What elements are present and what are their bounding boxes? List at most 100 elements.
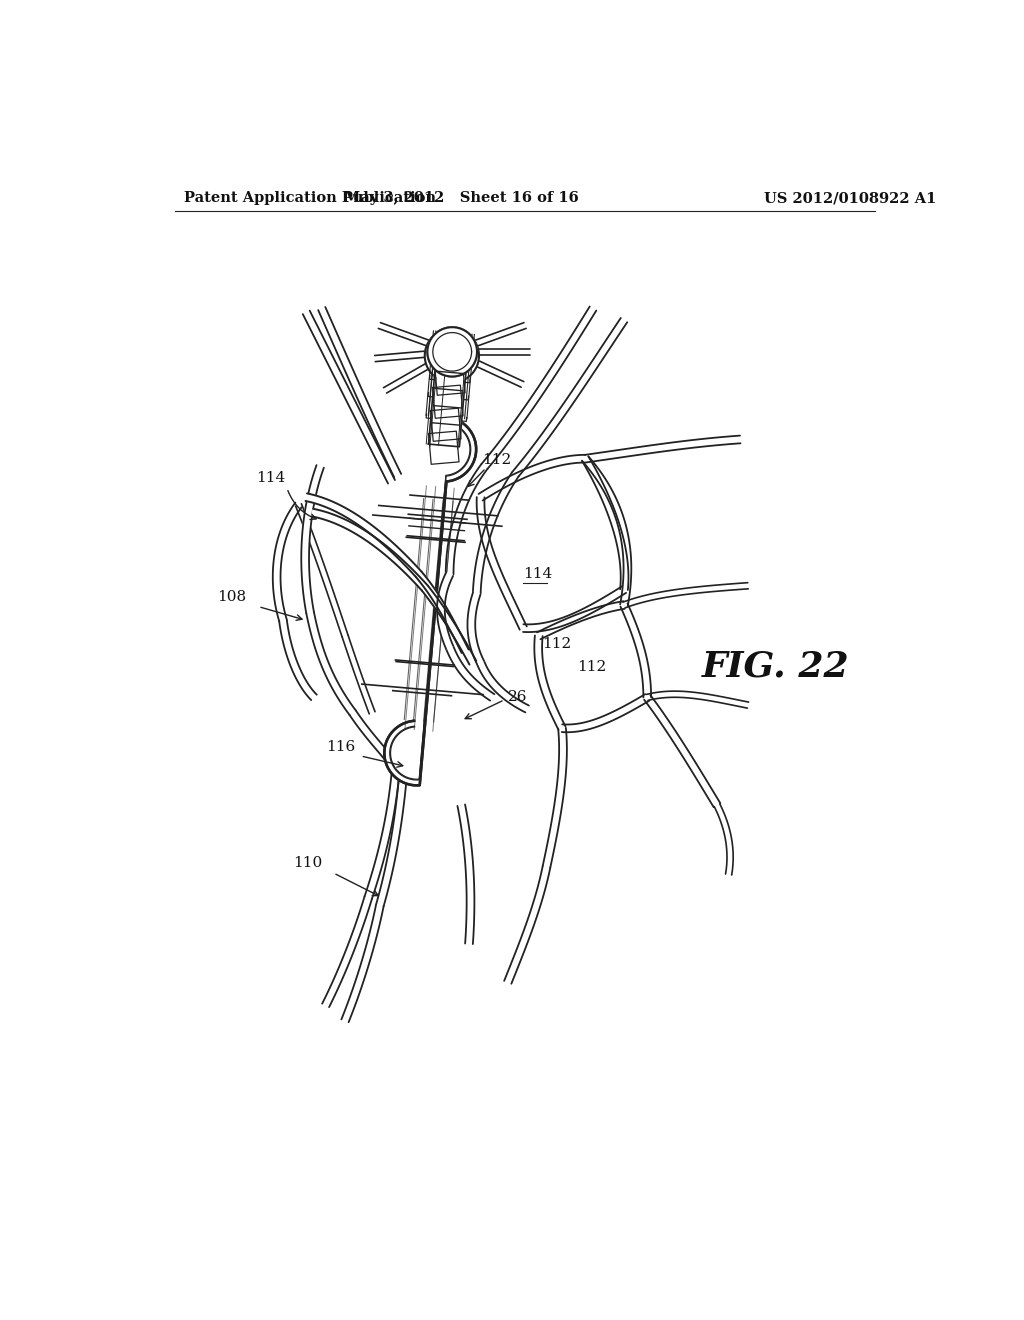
Polygon shape [481, 669, 488, 675]
Polygon shape [710, 586, 712, 591]
Polygon shape [412, 352, 415, 359]
Polygon shape [581, 455, 583, 462]
Polygon shape [688, 692, 691, 698]
Polygon shape [303, 685, 310, 690]
Polygon shape [583, 317, 590, 322]
Polygon shape [371, 528, 377, 535]
Polygon shape [319, 657, 327, 661]
Polygon shape [326, 995, 333, 1001]
Polygon shape [542, 462, 546, 470]
Polygon shape [343, 363, 351, 368]
Polygon shape [327, 590, 334, 595]
Polygon shape [624, 574, 631, 577]
Polygon shape [712, 585, 715, 591]
Polygon shape [331, 515, 335, 523]
Polygon shape [643, 685, 651, 686]
Polygon shape [485, 548, 494, 553]
Polygon shape [595, 355, 602, 362]
Polygon shape [510, 376, 514, 383]
Polygon shape [437, 610, 444, 611]
Polygon shape [487, 366, 493, 372]
Polygon shape [615, 536, 624, 540]
Polygon shape [358, 529, 364, 536]
Polygon shape [523, 705, 527, 711]
Polygon shape [720, 817, 726, 820]
Polygon shape [721, 820, 727, 822]
Polygon shape [539, 436, 547, 442]
Polygon shape [421, 351, 423, 358]
Polygon shape [602, 606, 605, 614]
Polygon shape [447, 548, 456, 550]
Polygon shape [485, 524, 494, 528]
Polygon shape [387, 385, 391, 391]
Polygon shape [531, 907, 540, 911]
Polygon shape [606, 507, 614, 511]
Polygon shape [359, 424, 368, 429]
Polygon shape [402, 565, 410, 572]
Polygon shape [504, 594, 512, 599]
Text: 116: 116 [326, 741, 355, 755]
Polygon shape [637, 648, 644, 651]
Polygon shape [487, 554, 496, 560]
Polygon shape [376, 457, 384, 462]
Polygon shape [381, 750, 387, 755]
Polygon shape [472, 649, 480, 653]
Polygon shape [445, 570, 454, 572]
Polygon shape [602, 484, 610, 491]
Polygon shape [308, 322, 316, 329]
Polygon shape [481, 668, 488, 673]
Polygon shape [480, 532, 488, 536]
Polygon shape [505, 374, 509, 380]
Polygon shape [406, 568, 412, 574]
Polygon shape [339, 354, 347, 359]
Polygon shape [332, 684, 339, 689]
Polygon shape [643, 694, 651, 696]
Polygon shape [565, 619, 570, 626]
Polygon shape [319, 309, 328, 314]
Polygon shape [591, 474, 599, 479]
Polygon shape [355, 416, 364, 421]
Polygon shape [365, 950, 373, 954]
Polygon shape [469, 610, 476, 611]
Polygon shape [632, 701, 638, 709]
Polygon shape [284, 643, 292, 645]
Polygon shape [395, 807, 403, 809]
Polygon shape [554, 620, 558, 628]
Polygon shape [644, 696, 651, 701]
Polygon shape [436, 343, 440, 350]
Polygon shape [599, 490, 607, 495]
Polygon shape [373, 450, 381, 455]
Polygon shape [504, 330, 508, 335]
Polygon shape [442, 614, 450, 619]
Polygon shape [500, 371, 504, 378]
Polygon shape [273, 566, 281, 569]
Polygon shape [388, 326, 392, 333]
Polygon shape [490, 451, 498, 458]
Polygon shape [308, 494, 315, 498]
Polygon shape [627, 704, 633, 711]
Polygon shape [494, 483, 500, 491]
Polygon shape [474, 655, 481, 659]
Polygon shape [425, 329, 479, 383]
Polygon shape [272, 574, 281, 576]
Polygon shape [370, 737, 376, 742]
Polygon shape [640, 446, 644, 454]
Polygon shape [350, 524, 355, 531]
Polygon shape [601, 598, 607, 606]
Polygon shape [368, 939, 376, 942]
Polygon shape [343, 1014, 351, 1019]
Polygon shape [558, 772, 566, 775]
Polygon shape [499, 689, 505, 696]
Polygon shape [711, 438, 714, 446]
Polygon shape [350, 994, 358, 998]
Polygon shape [308, 622, 316, 626]
Polygon shape [468, 635, 476, 638]
Polygon shape [467, 915, 474, 917]
Polygon shape [313, 473, 322, 477]
Polygon shape [377, 744, 383, 751]
Polygon shape [509, 426, 517, 433]
Polygon shape [547, 701, 554, 705]
Polygon shape [455, 661, 462, 667]
Polygon shape [734, 583, 737, 590]
Polygon shape [418, 351, 421, 358]
